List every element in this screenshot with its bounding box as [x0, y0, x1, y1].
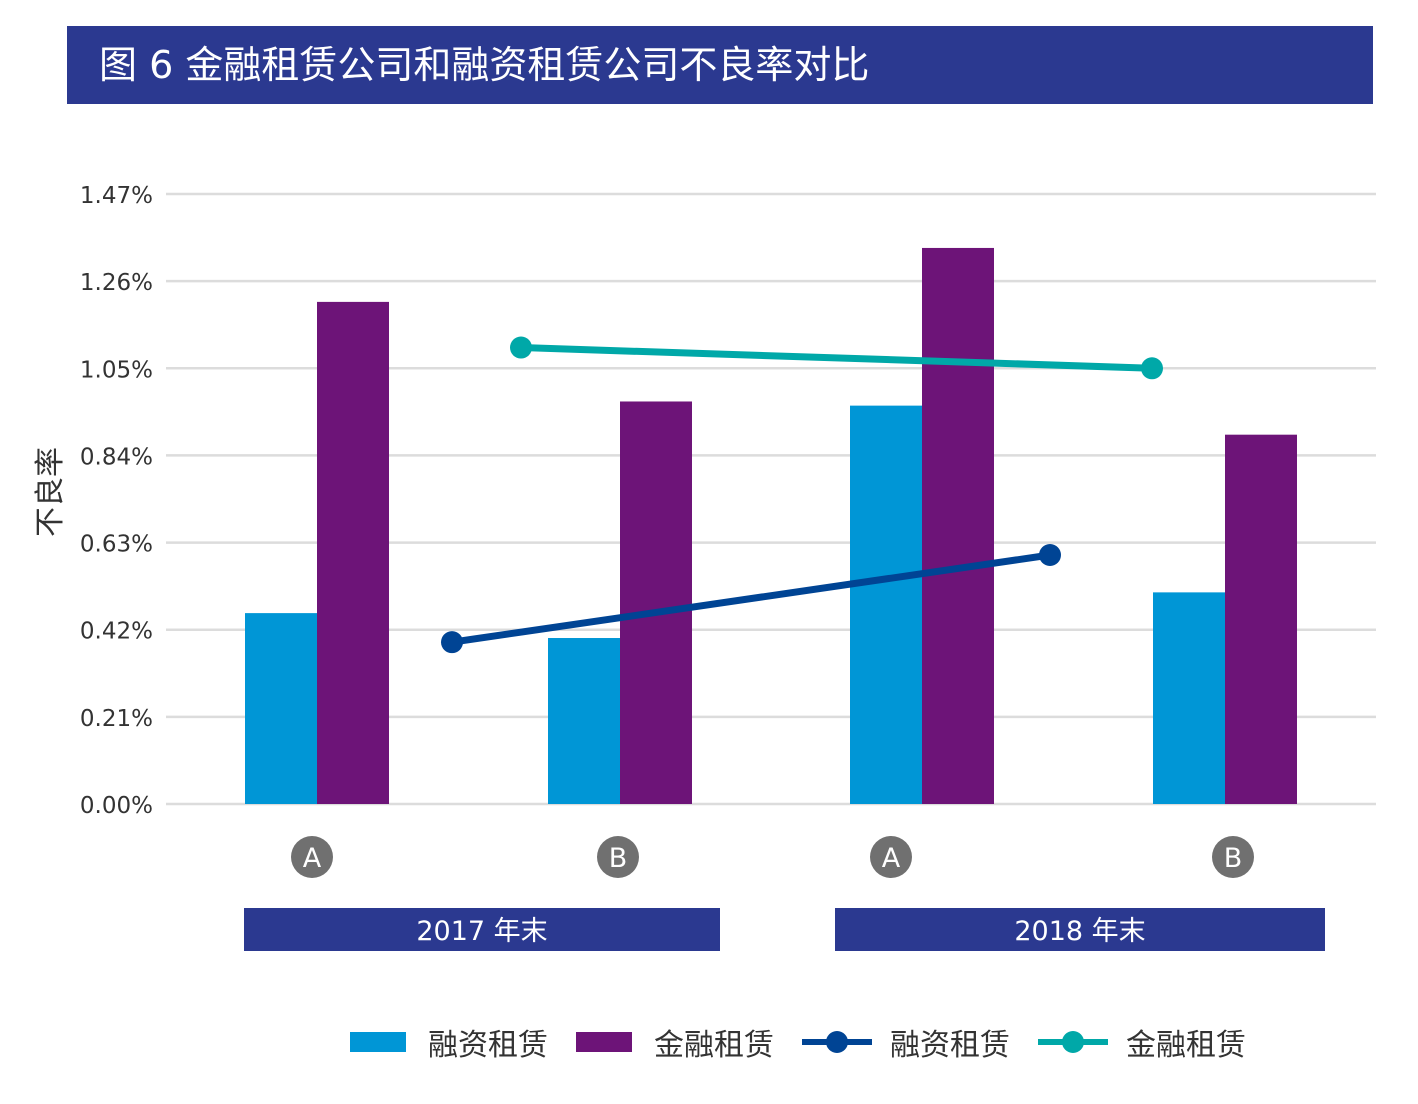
y-tick-label: 0.00%: [80, 793, 153, 819]
line-point: [1141, 357, 1163, 380]
y-tick-label: 1.26%: [80, 270, 153, 296]
series-line: [451, 551, 1051, 646]
category-label: A: [303, 843, 322, 874]
y-tick-label: 0.42%: [80, 619, 153, 645]
y-tick-label: 0.84%: [80, 444, 153, 470]
category-label: B: [1224, 843, 1243, 874]
legend-item-bar-rongzi: 融资租赁: [350, 1020, 548, 1064]
category-badge: [1212, 836, 1254, 878]
line-point: [510, 336, 532, 359]
category-label: B: [609, 843, 628, 874]
legend-label: 融资租赁: [890, 1028, 1010, 1063]
group-label-bar: [835, 908, 1325, 951]
legend-label: 融资租赁: [428, 1028, 548, 1063]
bar: [548, 638, 620, 804]
legend-swatch: [576, 1032, 632, 1052]
legend-swatch: [802, 1030, 872, 1054]
legend-label: 金融租赁: [1126, 1028, 1246, 1063]
bar: [620, 401, 692, 804]
legend-item-line-jinrong: 金融租赁: [1038, 1020, 1246, 1064]
bar: [245, 613, 317, 804]
bar: [1225, 434, 1297, 804]
group-label: 2018 年末: [1014, 916, 1145, 947]
y-tick-label: 1.05%: [80, 357, 153, 383]
category-badge: [870, 836, 912, 878]
y-tick-label: 0.21%: [80, 706, 153, 732]
series-line: [520, 344, 1153, 372]
bar: [850, 405, 922, 804]
bar: [317, 301, 389, 804]
category-badge: [597, 836, 639, 878]
legend: 融资租赁 金融租赁 融资租赁 金融租赁: [350, 1020, 1274, 1064]
group-label: 2017 年末: [416, 916, 547, 947]
legend-swatch: [350, 1032, 406, 1052]
legend-item-bar-jinrong: 金融租赁: [576, 1020, 774, 1064]
y-tick-label: 0.63%: [80, 532, 153, 558]
chart-title-bar: 图 6 金融租赁公司和融资租赁公司不良率对比: [67, 26, 1373, 104]
line-point: [441, 631, 463, 654]
line-point: [1039, 544, 1061, 567]
category-badge: [291, 836, 333, 878]
category-label: A: [882, 843, 901, 874]
y-tick-label: 1.47%: [80, 183, 153, 209]
legend-swatch: [1038, 1030, 1108, 1054]
bar: [922, 247, 994, 805]
group-label-bar: [244, 908, 720, 951]
chart-title: 图 6 金融租赁公司和融资租赁公司不良率对比: [99, 43, 870, 87]
legend-item-line-rongzi: 融资租赁: [802, 1020, 1010, 1064]
legend-label: 金融租赁: [654, 1028, 774, 1063]
bar: [1153, 592, 1225, 804]
y-axis-label: 不良率: [33, 447, 68, 537]
